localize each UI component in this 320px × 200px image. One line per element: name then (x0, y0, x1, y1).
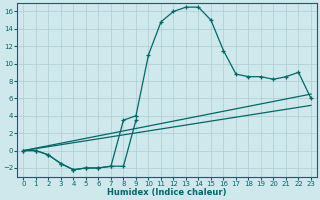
X-axis label: Humidex (Indice chaleur): Humidex (Indice chaleur) (108, 188, 227, 197)
